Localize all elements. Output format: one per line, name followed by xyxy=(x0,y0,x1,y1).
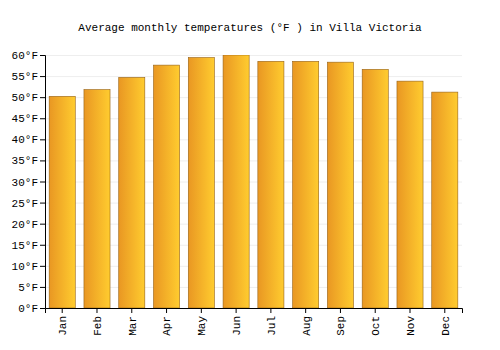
grid-line xyxy=(45,76,462,77)
x-tick-mark xyxy=(96,308,97,313)
bar xyxy=(432,92,458,308)
y-tick: 5°F xyxy=(18,282,45,294)
y-tick-label: 10°F xyxy=(12,261,38,273)
x-tick: Dec xyxy=(440,308,452,336)
x-tick-mark xyxy=(270,308,271,313)
bars xyxy=(49,55,458,308)
y-tick: 40°F xyxy=(12,134,45,146)
y-tick-mark xyxy=(40,160,45,161)
x-tick-mark xyxy=(305,308,306,313)
y-tick-label: 55°F xyxy=(12,71,38,83)
y-tick-label: 20°F xyxy=(12,219,38,231)
grid xyxy=(45,56,462,309)
title: Average monthly temperatures (°F ) in Vi… xyxy=(78,22,422,34)
x-tick-label: Aug xyxy=(301,316,313,336)
x-tick-mark xyxy=(236,308,237,313)
y-tick-label: 35°F xyxy=(12,155,38,167)
x-tick: Jul xyxy=(266,308,278,336)
y-tick-label: 30°F xyxy=(12,177,38,189)
x-tick-mark xyxy=(166,308,167,313)
y-tick-label: 5°F xyxy=(18,282,38,294)
x-tick-mark xyxy=(340,308,341,313)
grid-line xyxy=(45,55,462,56)
x-tick-mark xyxy=(410,308,411,313)
y-tick-label: 25°F xyxy=(12,198,38,210)
x-tick-label: Nov xyxy=(405,316,417,336)
y-axis: 0°F 5°F 10°F 15°F 20°F 25°F 30°F 35°F 40°F 45°F 50… xyxy=(12,50,46,315)
x-tick-mark xyxy=(131,308,132,313)
chart: 0°F 5°F 10°F 15°F 20°F 25°F 30°F 35°F 40°F 45°F 50… xyxy=(0,0,500,350)
y-tick-mark xyxy=(40,55,45,56)
bar xyxy=(223,55,249,308)
x-tick-mark xyxy=(444,308,445,313)
y-tick-mark xyxy=(40,203,45,204)
x-tick: May xyxy=(196,308,208,336)
x-tick: Sep xyxy=(335,308,347,336)
plot: 0°F 5°F 10°F 15°F 20°F 25°F 30°F 35°F 40°F 45°F 50… xyxy=(12,50,463,336)
y-tick: 45°F xyxy=(12,113,45,125)
y-tick: 15°F xyxy=(12,240,45,252)
x-tick: Aug xyxy=(301,308,313,336)
y-tick: 30°F xyxy=(12,177,45,189)
y-tick-mark xyxy=(40,76,45,77)
x-axis: Jan Feb Mar Apr May Jun Jul Aug Sep Oct Nov Dec xyxy=(46,308,463,336)
y-tick-label: 50°F xyxy=(12,92,38,104)
x-tick-label: Mar xyxy=(127,316,139,336)
x-tick: Apr xyxy=(161,308,173,336)
bar xyxy=(397,81,423,308)
y-tick-mark xyxy=(40,224,45,225)
y-tick-mark xyxy=(40,287,45,288)
x-tick-label: Sep xyxy=(335,316,347,336)
y-tick-mark xyxy=(40,245,45,246)
bar xyxy=(258,61,284,308)
bar xyxy=(188,58,214,308)
y-tick: 60°F xyxy=(12,50,45,62)
x-tick-label: Jul xyxy=(266,316,278,336)
bar xyxy=(119,77,145,308)
x-tick-label: May xyxy=(196,316,208,336)
y-tick-mark xyxy=(40,266,45,267)
bar xyxy=(362,69,388,308)
x-tick-mark xyxy=(375,308,376,313)
x-tick: Mar xyxy=(127,308,139,336)
y-tick-label: 15°F xyxy=(12,240,38,252)
x-tick-label: Jan xyxy=(57,316,69,336)
y-tick: 25°F xyxy=(12,198,45,210)
x-axis-line xyxy=(46,309,463,314)
x-tick-label: Dec xyxy=(440,316,452,336)
y-tick: 20°F xyxy=(12,219,45,231)
y-tick: 0°F xyxy=(18,303,45,315)
y-tick-label: 60°F xyxy=(12,50,38,62)
x-tick-label: Apr xyxy=(161,316,173,336)
bar xyxy=(327,62,353,308)
bar xyxy=(49,96,75,308)
y-tick: 10°F xyxy=(12,261,45,273)
x-tick: Oct xyxy=(370,308,382,336)
y-tick: 50°F xyxy=(12,92,45,104)
bar xyxy=(154,65,180,308)
y-tick: 35°F xyxy=(12,155,45,167)
y-tick-label: 45°F xyxy=(12,113,38,125)
y-tick-label: 40°F xyxy=(12,134,38,146)
x-tick: Jan xyxy=(57,308,69,336)
y-tick-mark xyxy=(40,97,45,98)
x-tick-mark xyxy=(62,308,63,313)
y-tick-mark xyxy=(40,308,45,309)
x-tick-label: Oct xyxy=(370,316,382,336)
x-tick-label: Jun xyxy=(231,316,243,336)
x-tick: Jun xyxy=(231,308,243,336)
y-tick-mark xyxy=(40,182,45,183)
x-tick: Nov xyxy=(405,308,417,336)
bar xyxy=(84,90,110,308)
y-tick: 55°F xyxy=(12,71,45,83)
y-axis-line xyxy=(40,56,46,309)
x-tick: Feb xyxy=(92,308,104,336)
x-tick-mark xyxy=(201,308,202,313)
y-tick-mark xyxy=(40,118,45,119)
y-tick-label: 0°F xyxy=(18,303,38,315)
bar xyxy=(293,61,319,308)
y-tick-mark xyxy=(40,139,45,140)
x-tick-label: Feb xyxy=(92,316,104,336)
